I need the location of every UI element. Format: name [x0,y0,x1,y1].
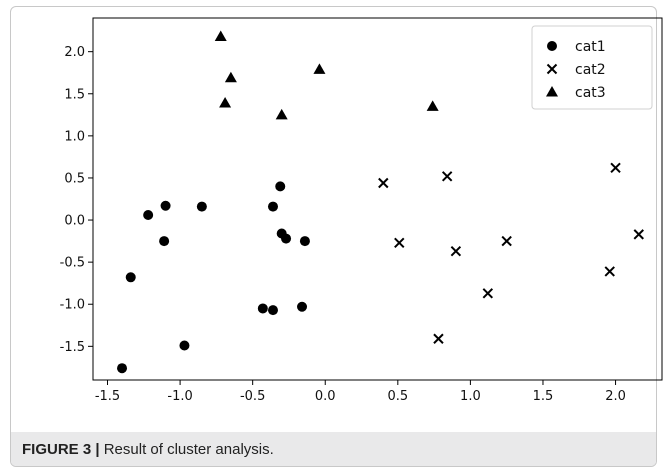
cat3-point [214,30,227,42]
cat2-point-stroke [482,288,494,299]
cat1-point [160,200,171,211]
y-tick-label: 2.0 [64,45,85,60]
cat2-point [610,162,621,174]
figure-caption-label: FIGURE 3 | [22,441,100,458]
legend-box [531,25,653,110]
x-tick-label: 1.0 [460,389,481,404]
x-tick-label: 1.5 [533,389,554,404]
cat1-point [125,272,136,283]
cat2-point-stroke [378,177,389,189]
y-tick-label: -1.0 [60,298,85,313]
cat1-point [196,201,207,212]
cat2-point-stroke [394,237,405,248]
legend: cat1 cat2 cat3 [531,25,653,110]
cat1-point [297,301,308,312]
legend-marker-cat1 [547,41,557,51]
cat1-point [143,209,154,220]
axis-ticks: -1.5 -1.0 -0.5 0.0 0.5 1.0 1.5 2.0 2.0 1.5 1.0 0.5 0… [60,45,626,404]
cat2-point-stroke [610,162,621,174]
y-tick-label: 0.0 [64,214,85,229]
scatter-chart: -1.5 -1.0 -0.5 0.0 0.5 1.0 1.5 2.0 2.0 1.5 1.0 0.5 0… [60,17,663,404]
figure-caption-text: Result of cluster analysis. [103,441,274,458]
cat3-point [275,108,288,120]
x-tick-label: 0.0 [315,389,336,404]
cat1-point [275,181,286,192]
x-tick-label: 2.0 [605,389,626,404]
x-tick-label: -1.5 [95,389,120,404]
data-points [117,30,644,374]
legend-marker-cat3 [546,86,558,97]
cat2-point [501,235,512,247]
cat2-point [450,245,462,257]
cat1-point [267,305,278,316]
y-tick-label: 1.5 [64,87,85,102]
x-tick-label: 0.5 [387,389,408,404]
cat1-point [159,236,170,247]
cat1-point [267,201,278,212]
legend-label-cat3: cat3 [575,85,606,101]
cat2-point-stroke [604,266,615,277]
caption-bar [11,432,656,466]
cat2-point [482,288,494,299]
cat3-point [426,100,439,111]
x-tick-label: -0.5 [240,389,265,404]
plot-area [92,17,663,381]
x-tick-label: -1.0 [167,389,192,404]
cat3-point [313,63,326,74]
cat1-point [281,233,292,244]
cat3-point [219,97,232,108]
cat2-point [441,171,453,182]
cat2-point [433,333,444,344]
cat1-point [179,340,190,351]
cat3-point [224,71,237,83]
legend-marker-cat2-stroke [546,63,558,75]
figure-caption: FIGURE 3 | Result of cluster analysis. [22,441,274,458]
cat2-point [633,229,644,240]
cat2-point-stroke [433,333,444,344]
cat2-point-stroke [501,235,512,247]
y-tick-label: 0.5 [64,171,85,186]
cat1-point [117,363,128,374]
cat2-point [378,177,389,189]
cat2-point [394,237,405,248]
legend-label-cat1: cat1 [575,39,606,55]
legend-label-cat2: cat2 [575,62,606,78]
y-tick-label: -0.5 [60,256,85,271]
cat2-point [604,266,615,277]
cat2-point-stroke [633,229,644,240]
cat1-point [299,236,310,247]
cat2-point-stroke [441,171,453,182]
cat1-point [257,303,268,314]
cat2-point-stroke [450,245,462,257]
y-tick-label: -1.5 [60,340,85,355]
legend-marker-cat2 [546,63,558,75]
y-tick-label: 1.0 [64,129,85,144]
